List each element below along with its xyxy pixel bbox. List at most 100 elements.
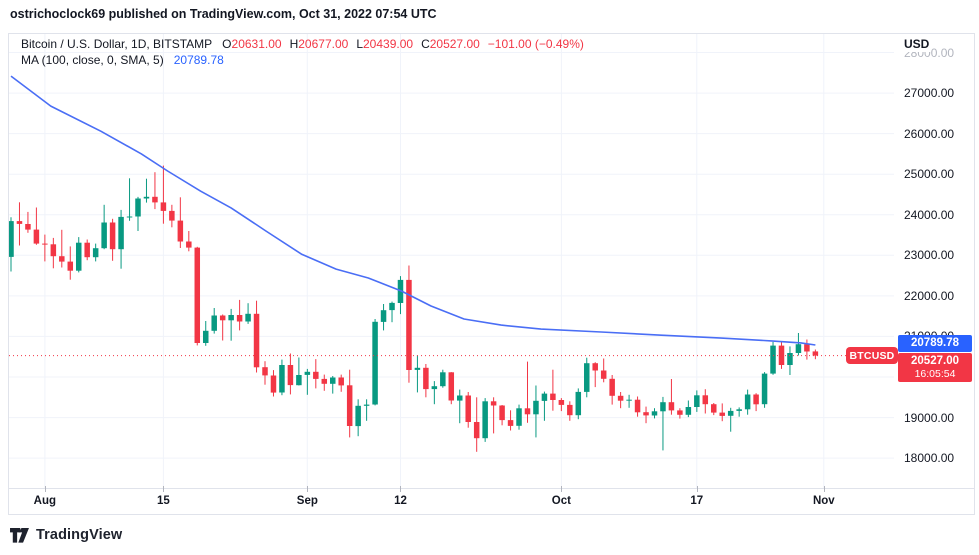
candle — [668, 379, 675, 415]
chart-frame: Bitcoin / U.S. Dollar, 1D, BITSTAMP O206… — [8, 33, 975, 515]
attribution-text: ostrichoclock69 published on TradingView… — [10, 7, 437, 21]
candle — [685, 400, 692, 418]
candle — [812, 349, 819, 360]
candle — [245, 303, 251, 324]
ma-value: 20789.78 — [173, 53, 224, 67]
candle — [448, 372, 455, 405]
candle — [414, 355, 421, 393]
candle — [617, 392, 624, 409]
candle — [372, 319, 378, 406]
close-value: C20527.00 — [421, 37, 480, 51]
candle — [406, 265, 412, 383]
change-value: −101.00 (−0.49%) — [487, 37, 584, 51]
ma-line — [10, 75, 816, 346]
candle — [677, 408, 683, 419]
candle — [778, 341, 785, 369]
candle — [550, 369, 556, 411]
price-scale[interactable]: 18000.0019000.0020000.0021000.0022000.00… — [894, 34, 974, 488]
price-tick-label: 19000.00 — [904, 410, 955, 425]
candle — [287, 353, 294, 395]
candle — [67, 246, 74, 280]
candle — [482, 398, 488, 442]
candle — [42, 234, 48, 262]
time-tick-label: Aug — [33, 495, 57, 507]
chart-legend: Bitcoin / U.S. Dollar, 1D, BITSTAMP O206… — [21, 36, 584, 68]
candle — [660, 396, 666, 451]
time-tick-label: Oct — [551, 495, 571, 507]
candle — [584, 357, 590, 398]
bar-countdown: 16:05:54 — [914, 367, 956, 380]
time-tick-mark — [307, 486, 309, 492]
candle — [321, 374, 328, 391]
candle — [186, 231, 192, 252]
candle — [753, 393, 759, 412]
ma-title: MA (100, close, 0, SMA, 5) — [21, 53, 164, 67]
chart-plot-area[interactable]: Bitcoin / U.S. Dollar, 1D, BITSTAMP O206… — [9, 34, 898, 488]
candle — [440, 369, 446, 388]
candle — [228, 308, 234, 341]
candle — [609, 375, 615, 405]
candle — [787, 346, 793, 375]
low-value: L20439.00 — [356, 37, 414, 51]
candle — [84, 239, 90, 261]
time-tick-label: Nov — [812, 495, 835, 507]
candle — [533, 385, 539, 438]
time-tick-label: 12 — [394, 495, 407, 507]
time-tick-mark — [561, 486, 563, 492]
candle — [236, 299, 243, 331]
price-tick-label: 25000.00 — [904, 167, 955, 182]
candle — [694, 390, 700, 412]
candle — [592, 362, 598, 388]
price-tick-label: 27000.00 — [904, 86, 955, 101]
candle — [143, 178, 150, 203]
candle — [727, 407, 734, 432]
candle — [389, 301, 395, 323]
candle — [804, 339, 810, 360]
candle — [465, 392, 471, 428]
candle — [270, 370, 277, 397]
candle — [202, 321, 209, 346]
candle — [600, 358, 607, 383]
candle — [330, 376, 336, 394]
candle — [651, 408, 658, 419]
open-value: O20631.00 — [222, 37, 282, 51]
candle — [719, 403, 725, 422]
candle — [126, 178, 133, 221]
time-tick-mark — [696, 486, 698, 492]
ma-price-label: 20789.78 — [898, 335, 972, 353]
candle — [457, 389, 463, 424]
candle — [634, 396, 641, 417]
price-tick-label: 24000.00 — [904, 207, 955, 222]
time-scale[interactable]: Aug 15 Sep 12 Oct 17 Nov — [9, 486, 974, 514]
candle — [177, 197, 184, 248]
candle — [380, 304, 387, 331]
time-tick-mark — [163, 486, 165, 492]
candle — [25, 211, 31, 233]
candle — [219, 314, 226, 341]
candle — [423, 364, 429, 398]
symbol-price-badge: BTCUSD — [846, 347, 898, 365]
candle — [431, 381, 438, 405]
candle — [296, 357, 302, 386]
price-tick-label: 23000.00 — [904, 248, 955, 263]
candle — [473, 397, 480, 452]
candle — [770, 341, 776, 375]
time-tick-label: 15 — [156, 495, 170, 507]
candle — [363, 399, 370, 421]
candle — [744, 389, 751, 415]
tradingview-logo[interactable]: TradingView — [10, 527, 122, 543]
candle — [279, 359, 285, 396]
high-value: H20677.00 — [289, 37, 349, 51]
candle — [524, 361, 531, 423]
time-tick-mark — [44, 486, 46, 492]
time-tick-label: Sep — [296, 495, 318, 507]
candle — [355, 399, 361, 437]
candle — [75, 237, 82, 273]
candle — [541, 391, 548, 421]
legend-ma-row: MA (100, close, 0, SMA, 5) 20789.78 — [21, 52, 584, 68]
price-tick-label: 18000.00 — [904, 451, 955, 466]
candle — [567, 401, 573, 421]
tradingview-logo-icon — [10, 527, 29, 543]
candle — [711, 403, 717, 416]
